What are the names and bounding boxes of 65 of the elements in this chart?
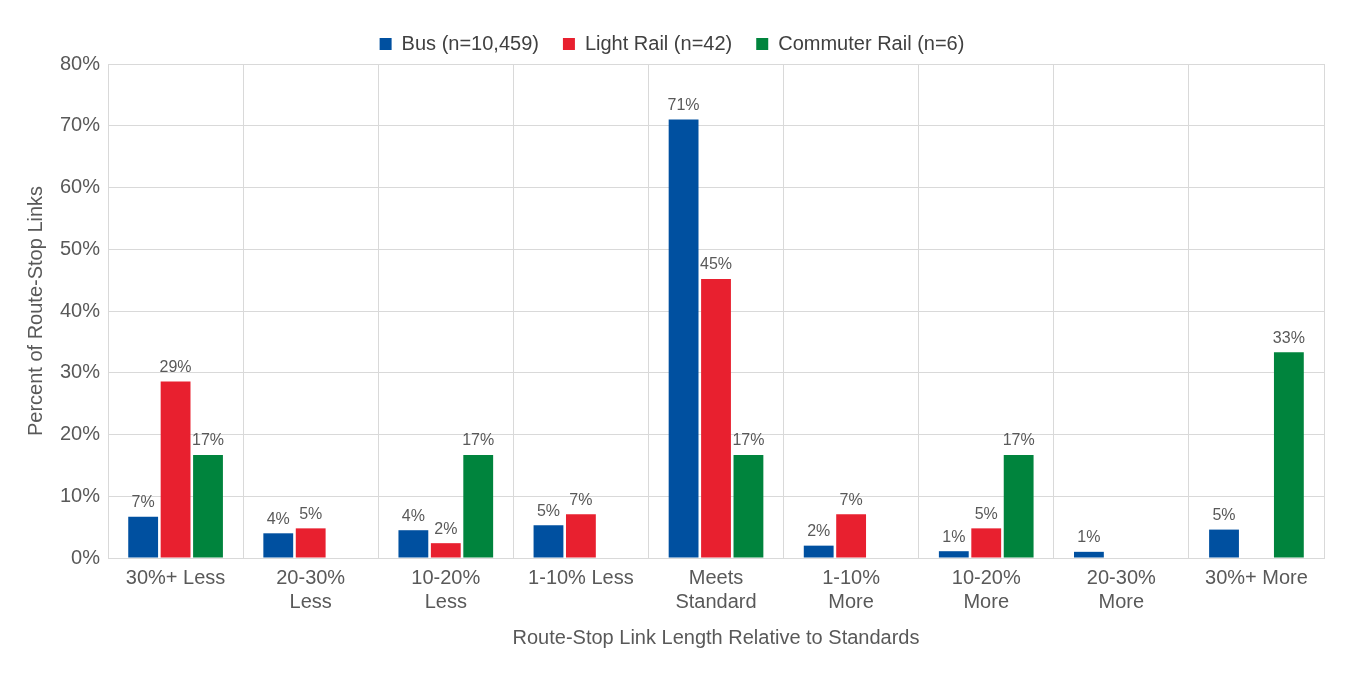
bar [1273,352,1304,558]
data-label: 17% [191,431,225,449]
y-tick-label: 20% [60,422,101,445]
data-label: 4% [401,506,425,524]
y-tick-label: 80% [60,51,101,74]
x-tick-label: 10-20% More [951,565,1021,612]
data-label: 17% [462,431,495,449]
y-tick-label: 50% [60,236,101,259]
bar [565,514,596,558]
x-tick-label: 20-30% More [1086,565,1157,612]
bar [160,381,191,558]
bar [128,516,159,558]
data-label: 5% [299,504,323,522]
x-axis-title: Route-Stop Link Length Relative to Standards [512,625,920,648]
bar [938,551,969,558]
y-tick-label: 30% [60,360,101,383]
bar [836,514,867,558]
y-tick-label: 70% [60,113,101,136]
data-label: 1% [1077,528,1101,546]
x-tick-label: 30%+ Less [125,565,226,588]
data-label: 2% [807,522,831,540]
y-tick-label: 60% [60,175,101,198]
x-tick-label: 30%+ More [1205,565,1308,588]
data-label: 2% [434,519,458,537]
data-label: 17% [732,431,765,449]
bar [1003,454,1034,558]
bar [430,543,461,558]
data-label: 4% [266,509,290,527]
data-label: 5% [1212,506,1236,523]
legend-label: Commuter Rail (n=6) [778,31,965,54]
data-label: 33% [1272,328,1305,346]
bar [463,454,494,558]
x-tick-label: 1-10% Less [528,565,634,588]
y-tick-label: 0% [71,545,101,568]
legend-label: Light Rail (n=42) [584,31,733,54]
bar [803,545,834,558]
data-label: 5% [974,504,998,522]
bar [1074,551,1104,558]
bar [668,119,699,558]
bar [398,530,429,558]
x-tick-label: Meets Standard [675,565,757,612]
data-label: 45% [700,255,733,273]
y-axis-title: Percent of Route-Stop Links [23,185,46,437]
data-label: 7% [839,490,863,508]
legend-label: Bus (n=10,459) [401,31,539,54]
data-label: 7% [569,490,593,508]
bar [263,533,294,558]
bar [295,528,326,558]
data-label: 17% [1002,431,1035,449]
y-tick-label: 40% [60,298,101,321]
data-label: 1% [942,527,966,545]
data-label: 29% [159,357,192,375]
bar [193,454,223,558]
data-label: 7% [131,493,155,511]
bar [971,528,1002,558]
bar [1209,529,1239,558]
x-tick-label: 20-30% Less [276,565,346,612]
bar [733,454,764,558]
x-tick-label: 1-10% More [822,565,881,612]
bar [701,278,731,558]
x-tick-label: 10-20% Less [411,565,481,612]
bar [533,525,564,558]
data-label: 71% [667,95,700,113]
data-label: 5% [536,501,561,519]
y-tick-label: 10% [60,483,101,506]
